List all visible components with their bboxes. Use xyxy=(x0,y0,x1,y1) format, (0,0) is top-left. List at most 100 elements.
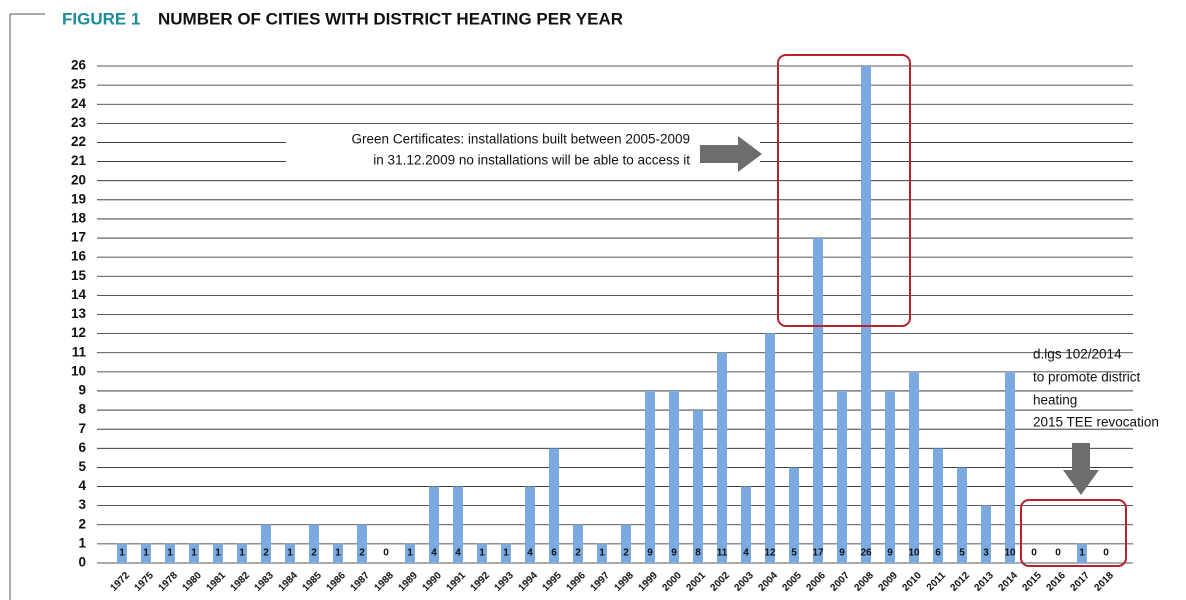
bar xyxy=(741,486,751,563)
y-tick-label: 4 xyxy=(78,478,86,493)
x-tick-label: 2018 xyxy=(1092,570,1116,594)
bar xyxy=(237,543,247,563)
bar xyxy=(501,543,511,563)
bar xyxy=(717,352,727,563)
data-label: 2 xyxy=(575,548,581,559)
data-label: 1 xyxy=(599,548,605,559)
data-label: 5 xyxy=(959,548,965,559)
annotation: heating xyxy=(1033,393,1077,408)
x-tick-label: 2011 xyxy=(925,570,948,593)
arrow xyxy=(700,136,762,172)
highlight-box xyxy=(1020,499,1127,567)
bar xyxy=(933,448,943,563)
data-label: 4 xyxy=(527,548,533,559)
data-label: 10 xyxy=(908,548,920,559)
data-label: 11 xyxy=(717,548,728,559)
bar xyxy=(549,448,559,563)
annotation: to promote district xyxy=(1033,370,1141,385)
data-label: 0 xyxy=(1055,548,1061,559)
bar xyxy=(573,524,583,563)
x-tick-label: 2015 xyxy=(1020,570,1044,594)
data-label: 1 xyxy=(239,548,245,559)
bar xyxy=(213,543,223,563)
x-tick-label: 1985 xyxy=(300,570,324,594)
x-tick-label: 1987 xyxy=(348,570,372,594)
bar xyxy=(765,333,775,563)
y-tick-label: 22 xyxy=(71,134,86,149)
x-tick-label: 1972 xyxy=(108,570,132,594)
highlight-box xyxy=(777,54,911,327)
x-tick-label: 1991 xyxy=(444,570,468,594)
data-label: 9 xyxy=(887,548,893,559)
y-tick-label: 20 xyxy=(71,172,86,187)
y-tick-label: 15 xyxy=(71,268,87,283)
data-label: 0 xyxy=(383,548,389,559)
data-label: 1 xyxy=(119,548,125,559)
data-label: 1 xyxy=(287,548,293,559)
bar xyxy=(837,390,847,563)
data-label: 1 xyxy=(167,548,173,559)
x-tick-label: 2008 xyxy=(852,570,876,594)
data-label: 1 xyxy=(191,548,197,559)
y-tick-label: 26 xyxy=(71,58,87,73)
bar xyxy=(405,543,415,563)
x-tick-label: 1981 xyxy=(204,570,228,594)
x-tick-label: 1999 xyxy=(636,570,660,594)
annotation: 2015 TEE revocation xyxy=(1033,415,1159,430)
x-tick-label: 1992 xyxy=(468,570,492,594)
bar xyxy=(1077,543,1087,563)
data-label: 4 xyxy=(431,548,437,559)
data-label: 4 xyxy=(743,548,749,559)
x-tick-label: 2002 xyxy=(708,570,732,594)
data-label: 0 xyxy=(1031,548,1037,559)
bar xyxy=(429,486,439,563)
data-label: 9 xyxy=(647,548,653,559)
y-tick-label: 5 xyxy=(78,459,86,474)
bar xyxy=(1005,371,1015,563)
y-tick-label: 16 xyxy=(71,249,87,264)
annotation: Green Certificates: installations built … xyxy=(352,132,690,147)
y-tick-label: 23 xyxy=(71,115,87,130)
x-tick-label: 1980 xyxy=(180,570,204,594)
x-tick-label: 1997 xyxy=(588,570,612,594)
y-tick-label: 18 xyxy=(71,210,87,225)
x-tick-label: 1986 xyxy=(324,570,348,594)
x-tick-label: 2016 xyxy=(1044,570,1068,594)
data-label: 2 xyxy=(311,548,317,559)
bar xyxy=(477,543,487,563)
data-label: 10 xyxy=(1004,548,1016,559)
data-label: 1 xyxy=(215,548,221,559)
y-tick-label: 14 xyxy=(71,287,87,302)
figure-label: FIGURE 1 xyxy=(62,9,140,28)
data-label: 6 xyxy=(551,548,557,559)
x-tick-label: 2004 xyxy=(756,570,780,594)
y-tick-label: 21 xyxy=(71,153,87,168)
data-label: 1 xyxy=(479,548,485,559)
y-tick-label: 9 xyxy=(78,383,86,398)
bar xyxy=(453,486,463,563)
y-tick-label: 10 xyxy=(71,363,86,378)
bar xyxy=(165,543,175,563)
x-tick-label: 1998 xyxy=(612,570,636,594)
y-tick-label: 13 xyxy=(71,306,87,321)
bar xyxy=(261,524,271,563)
bar xyxy=(789,467,799,563)
x-tick-label: 2005 xyxy=(780,570,804,594)
x-tick-label: 2012 xyxy=(948,570,972,594)
x-tick-label: 1982 xyxy=(228,570,252,594)
bar xyxy=(693,410,703,563)
bar xyxy=(981,505,991,563)
x-tick-label: 1975 xyxy=(132,570,156,594)
bar xyxy=(189,543,199,563)
data-label: 9 xyxy=(671,548,677,559)
bar xyxy=(285,543,295,563)
annotation: d.lgs 102/2014 xyxy=(1033,347,1122,362)
x-tick-label: 2013 xyxy=(972,570,996,594)
y-tick-label: 11 xyxy=(72,344,87,359)
bar xyxy=(141,543,151,563)
bar xyxy=(669,390,679,563)
x-tick-label: 1993 xyxy=(492,570,516,594)
data-label: 9 xyxy=(839,548,845,559)
bar xyxy=(597,543,607,563)
